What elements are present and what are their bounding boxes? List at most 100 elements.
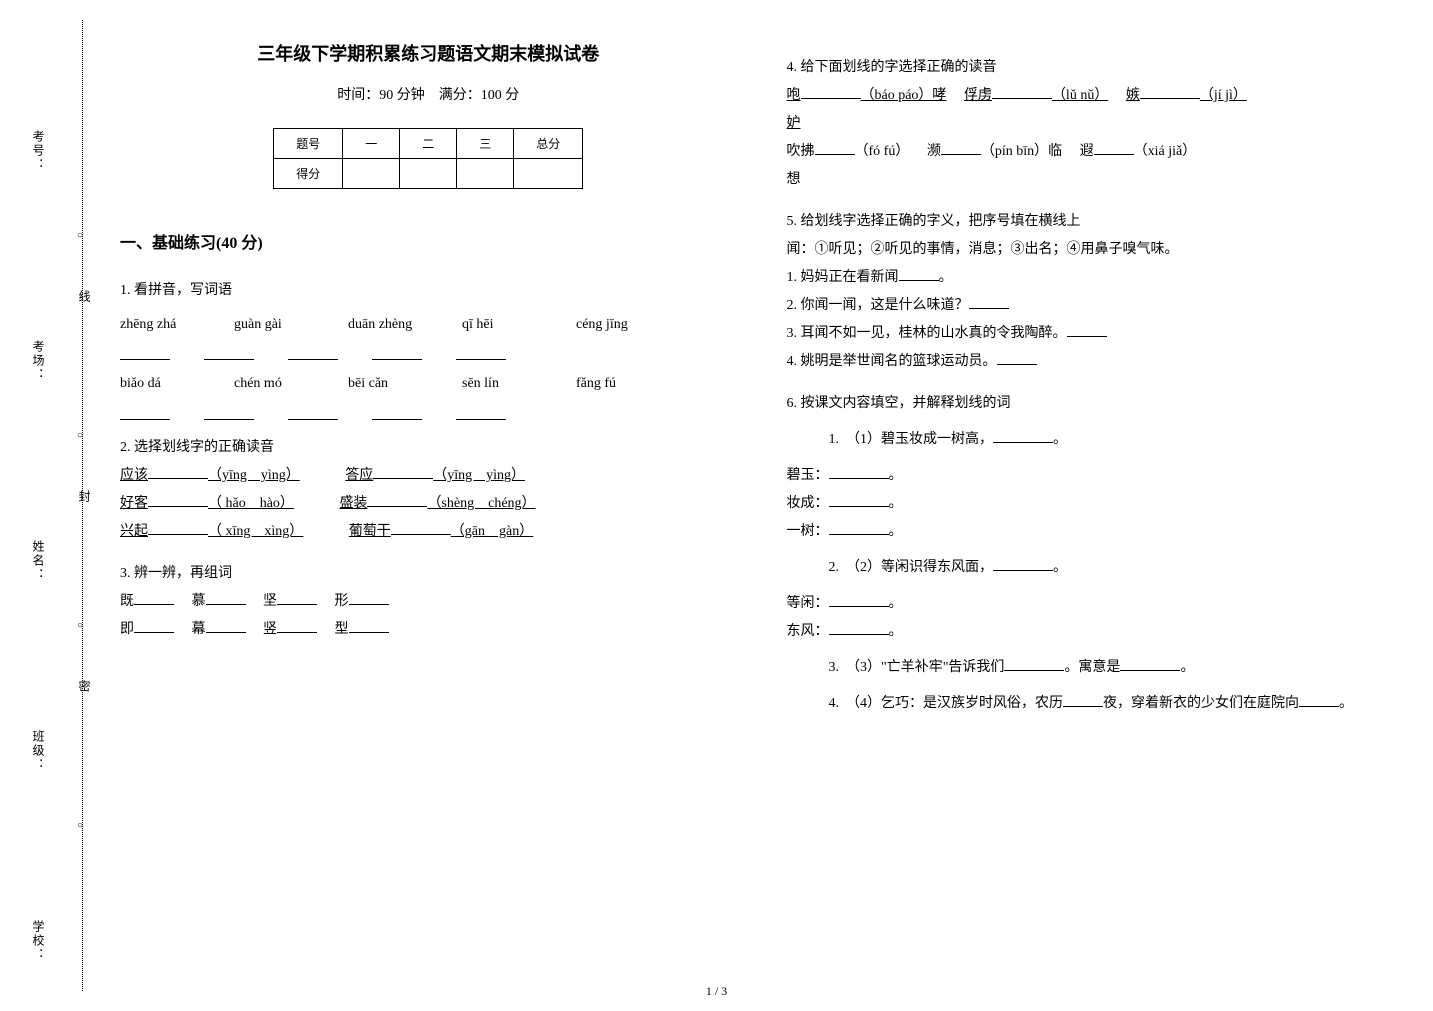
q4-py: （xiá jiǎ） [1134, 144, 1197, 159]
q2-blank [373, 463, 433, 478]
q6-blank [829, 464, 889, 479]
binding-label-class: 班级： [30, 730, 47, 772]
score-col-1: 一 [343, 129, 400, 159]
page-title: 三年级下学期积累练习题语文期末模拟试卷 [120, 40, 737, 66]
q4-word: 吹拂 [787, 144, 815, 159]
score-table: 题号 一 二 三 总分 得分 [273, 128, 583, 189]
q4-word: 想 [787, 166, 1404, 194]
q1-pinyin: bēi cǎn [348, 370, 428, 398]
q3-blank [277, 589, 317, 604]
q3-blank [349, 589, 389, 604]
q1-blank [456, 404, 506, 419]
q2-opt: （ xīng xìng） [208, 524, 303, 539]
q4-py: （báo páo）哮 [861, 88, 947, 103]
q3-blank [277, 617, 317, 632]
q3-char: 竖 [263, 622, 277, 637]
q6-text: （1）碧玉妆成一树高， [853, 432, 993, 447]
binding-circle: ○ [77, 620, 87, 630]
q2-word: 盛装 [339, 496, 367, 511]
q2-opt: （yīng yìng） [208, 468, 300, 483]
content-area: 三年级下学期积累练习题语文期末模拟试卷 时间：90 分钟 满分：100 分 题号… [100, 0, 1433, 1011]
q4-blank [992, 84, 1052, 99]
q1-blank [204, 345, 254, 360]
q3-char: 既 [120, 594, 134, 609]
q1-pinyin: guàn gài [234, 311, 314, 339]
q5-def: 闻：①听见；②听见的事情，消息；③出名；④用鼻子嗅气味。 [787, 236, 1404, 264]
q2: 2. 选择划线字的正确读音 应该（yīng yìng） 答应（yīng yìng… [120, 434, 737, 546]
binding-margin: 考号： ○ 线 考场： ○ 封 姓名： ○ 密 班级： ○ 学校： [0, 0, 100, 1011]
q1-blank [204, 404, 254, 419]
section-1-head: 一、基础练习(40 分) [120, 229, 737, 253]
q6-item: 3. （3）"亡羊补牢"告诉我们。寓意是。 [829, 654, 1404, 682]
score-col-total: 总分 [514, 129, 583, 159]
q6-blank [1063, 692, 1103, 707]
q4-word: 俘虏 [964, 88, 992, 103]
q6-blank [829, 492, 889, 507]
q2-word: 答应 [345, 468, 373, 483]
q2-opt: （yīng yìng） [433, 468, 525, 483]
q6-blank [829, 592, 889, 607]
q6-gloss: 妆成： [787, 496, 829, 511]
q1-pinyin: biǎo dá [120, 370, 200, 398]
q6-blank [1120, 656, 1180, 671]
binding-label-room: 考场： [30, 340, 47, 382]
q1-pinyin: sēn lín [462, 370, 542, 398]
q5-sent: 1. 妈妈正在看新闻 [787, 270, 899, 285]
q1-stem: 1. 看拼音，写词语 [120, 277, 737, 305]
q3-blank [206, 617, 246, 632]
q1-pinyin: qī hēi [462, 311, 542, 339]
q6-blank [1004, 656, 1064, 671]
q6-text: （3）"亡羊补牢"告诉我们 [853, 660, 1004, 675]
q3-char: 形 [335, 594, 349, 609]
score-cell [343, 159, 400, 189]
q2-word: 好客 [120, 496, 148, 511]
q3-char: 慕 [192, 594, 206, 609]
q6-item: 1. （1）碧玉妆成一树高，。 [829, 426, 1404, 454]
q1-blank [120, 404, 170, 419]
score-col-label: 题号 [274, 129, 343, 159]
q2-opt: （shèng chéng） [427, 496, 535, 511]
q6-gloss: 碧玉： [787, 468, 829, 483]
q1-pinyin: fǎng fú [576, 370, 656, 398]
q4-word: 妒 [787, 116, 801, 131]
q2-blank [367, 491, 427, 506]
q5: 5. 给划线字选择正确的字义，把序号填在横线上 闻：①听见；②听见的事情，消息；… [787, 208, 1404, 376]
q2-blank [148, 463, 208, 478]
q6: 6. 按课文内容填空，并解释划线的词 1. （1）碧玉妆成一树高，。 碧玉：。 … [787, 390, 1404, 718]
q1-blank [372, 345, 422, 360]
q2-word: 应该 [120, 468, 148, 483]
q2-blank [148, 491, 208, 506]
q1-pinyin: zhēng zhá [120, 311, 200, 339]
page-subtitle: 时间：90 分钟 满分：100 分 [120, 84, 737, 104]
score-row-label: 得分 [274, 159, 343, 189]
q3-char: 型 [335, 622, 349, 637]
q6-gloss: 东风： [787, 624, 829, 639]
q6-item: 2. （2）等闲识得东风面，。 [829, 554, 1404, 582]
q1-blank [372, 404, 422, 419]
score-cell [514, 159, 583, 189]
q5-sent: 2. 你闻一闻，这是什么味道？ [787, 298, 969, 313]
q3-char: 即 [120, 622, 134, 637]
q1-pinyin: chén mó [234, 370, 314, 398]
q3-blank [134, 589, 174, 604]
q5-blank [1067, 322, 1107, 337]
q6-blank [993, 556, 1053, 571]
q1: 1. 看拼音，写词语 zhēng zhá guàn gài duān zhèng… [120, 277, 737, 420]
binding-circle: ○ [77, 430, 87, 440]
q6-text: （4）乞巧：是汉族岁时风俗，农历 [853, 696, 1063, 711]
binding-inline-mi: 密 [76, 680, 93, 698]
q5-blank [969, 294, 1009, 309]
score-col-2: 二 [400, 129, 457, 159]
q3-blank [206, 589, 246, 604]
binding-inline-xian: 线 [76, 290, 93, 308]
q2-word: 兴起 [120, 524, 148, 539]
q4-py: （lǔ nǔ） [1052, 88, 1108, 103]
q2-blank [391, 519, 451, 534]
q3: 3. 辨一辨，再组词 既 慕 坚 形 即 幕 竖 型 [120, 560, 737, 644]
q5-sent: 3. 耳闻不如一见，桂林的山水真的令我陶醉。 [787, 326, 1067, 341]
q6-text: （2）等闲识得东风面， [853, 560, 993, 575]
q3-char: 坚 [263, 594, 277, 609]
q2-opt: （gān gàn） [451, 524, 533, 539]
q4-blank [801, 84, 861, 99]
q3-char: 幕 [192, 622, 206, 637]
